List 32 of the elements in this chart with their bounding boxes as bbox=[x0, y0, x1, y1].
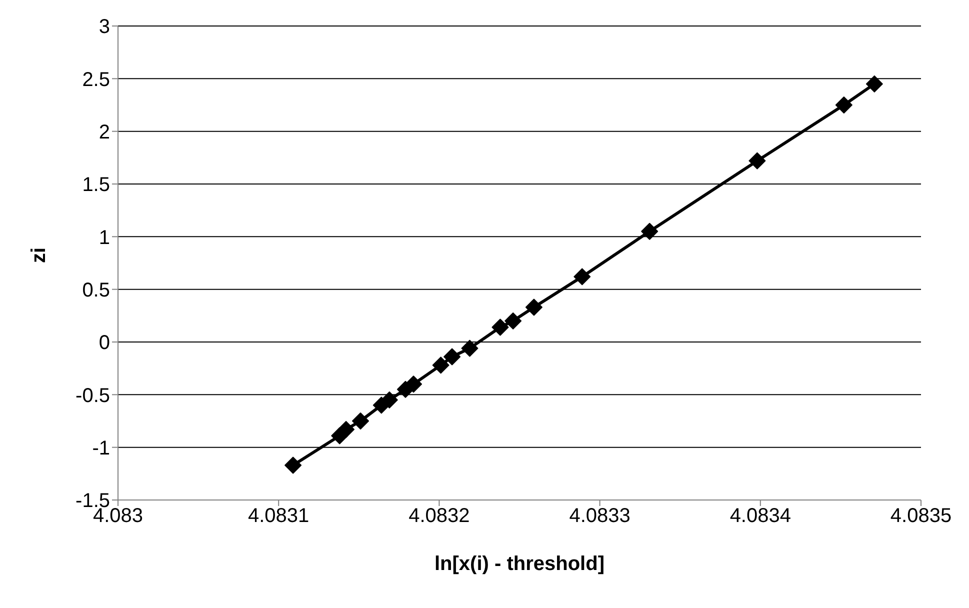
y-tick-label: -1 bbox=[92, 437, 110, 460]
point bbox=[866, 75, 883, 92]
point bbox=[492, 318, 509, 336]
point bbox=[641, 222, 658, 240]
point bbox=[504, 312, 522, 330]
y-tick-label: 1.5 bbox=[82, 174, 110, 196]
point bbox=[574, 268, 591, 286]
y-tick-label: 1 bbox=[98, 226, 110, 249]
y-tick-label: 2.5 bbox=[82, 68, 110, 91]
point bbox=[444, 348, 461, 366]
y-tick-label: -0.5 bbox=[76, 384, 110, 407]
x-axis-title: ln[x(i) - threshold] bbox=[434, 553, 604, 575]
point bbox=[461, 340, 478, 357]
x-tick-label: 4.0834 bbox=[730, 505, 791, 528]
y-axis-title: zi bbox=[28, 247, 50, 263]
x-tick-label: 4.0833 bbox=[569, 505, 630, 528]
y-tick-label: 0.5 bbox=[82, 279, 110, 302]
y-tick-label: 3 bbox=[98, 16, 110, 38]
x-tick-label: 4.0835 bbox=[890, 505, 952, 528]
point bbox=[748, 152, 766, 170]
y-tick-label: 0 bbox=[98, 332, 110, 354]
point bbox=[835, 96, 852, 114]
x-tick-label: 4.0832 bbox=[408, 505, 470, 528]
point bbox=[380, 391, 398, 408]
point bbox=[405, 376, 422, 393]
point bbox=[284, 456, 302, 474]
y-tick-label: 2 bbox=[98, 121, 110, 144]
point bbox=[338, 420, 355, 438]
x-tick-label: 4.0831 bbox=[248, 505, 310, 528]
point bbox=[352, 412, 370, 430]
point bbox=[432, 356, 450, 374]
point bbox=[525, 298, 542, 316]
